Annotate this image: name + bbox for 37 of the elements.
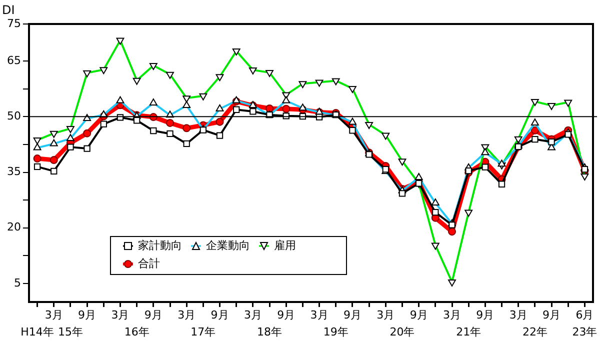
- x-tick-label: 15年: [58, 325, 83, 338]
- x-tick-label: 3月: [376, 308, 395, 322]
- y-tick-label: 5: [14, 276, 21, 290]
- x-tick-label: 3月: [310, 308, 328, 322]
- y-tick-label: 20: [7, 220, 21, 234]
- y-tick-label: 75: [7, 16, 21, 30]
- x-tick-label: 3月: [509, 308, 528, 322]
- x-tick-label: 6月 23年: [572, 308, 598, 338]
- legend-label: 家計動向: [138, 238, 182, 252]
- y-axis-title: DI: [2, 3, 15, 17]
- x-tick-label: 9月: [277, 308, 296, 322]
- x-tick-label: 3月: [111, 308, 130, 322]
- x-tick-label: 3月: [178, 308, 196, 322]
- x-tick-label: 9月: [210, 308, 229, 322]
- x-tick-label: 3月: [44, 308, 63, 322]
- x-tick-label: 9月: [476, 308, 494, 322]
- x-tick-label: 20年: [390, 325, 415, 338]
- x-tick-label: 9月: [144, 308, 162, 322]
- x-tick-label: 9月: [542, 308, 561, 322]
- x-tick-label: 21年: [456, 325, 482, 338]
- x-tick-label: 9月: [410, 308, 428, 322]
- x-tick-label: 3月: [443, 308, 461, 322]
- legend-label: 企業動向: [206, 238, 250, 252]
- x-tick-label: 16年: [124, 325, 150, 338]
- y-tick-label: 65: [7, 54, 21, 67]
- x-tick-label: 3月: [244, 308, 262, 322]
- legend-label: 合計: [138, 256, 160, 270]
- x-tick-label: 17年: [190, 325, 216, 338]
- x-tick-label: 9月: [78, 308, 96, 322]
- x-tick-label: H14年: [20, 325, 54, 338]
- x-tick-label: 18年: [257, 325, 282, 338]
- legend-label: 雇用: [274, 238, 296, 252]
- y-tick-label: 35: [7, 165, 21, 178]
- x-tick-label: 22年: [522, 325, 548, 338]
- y-tick-label: 50: [7, 110, 21, 123]
- x-tick-label: 19年: [323, 325, 348, 338]
- x-tick-label: 9月: [343, 308, 362, 322]
